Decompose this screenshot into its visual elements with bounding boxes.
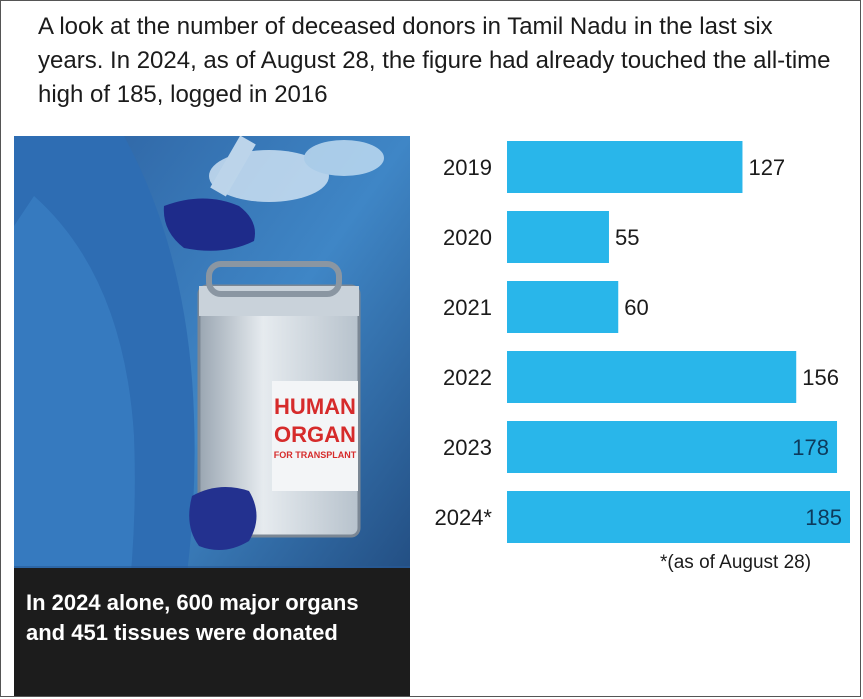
category-label: 2021 [443,295,492,320]
data-label: 178 [792,435,829,460]
category-label: 2022 [443,365,492,390]
photo-caption: In 2024 alone, 600 major organs and 451 … [26,590,359,645]
category-label: 2020 [443,225,492,250]
bar [507,421,838,473]
data-label: 185 [805,505,842,530]
box-label-line3: FOR TRANSPLANT [274,450,357,460]
category-label: 2019 [443,155,492,180]
box-label-line1: HUMAN [274,394,356,419]
bar [507,211,609,263]
bar [507,281,619,333]
data-label: 156 [802,365,839,390]
category-label: 2024* [434,505,492,530]
bar [507,491,850,543]
data-label: 127 [748,155,785,180]
box-label-line2: ORGAN [274,422,356,447]
category-label: 2023 [443,435,492,460]
intro-text: A look at the number of deceased donors … [38,13,831,108]
data-label: 60 [624,295,648,320]
chart-footnote: *(as of August 28) [660,552,812,573]
donor-bar-chart: 2019 127 2020 55 2021 60 2022 156 2023 178 2024* 18… [434,141,850,543]
bar [507,141,743,193]
caption-box [14,568,410,696]
bar [507,351,797,403]
data-label: 55 [615,225,639,250]
